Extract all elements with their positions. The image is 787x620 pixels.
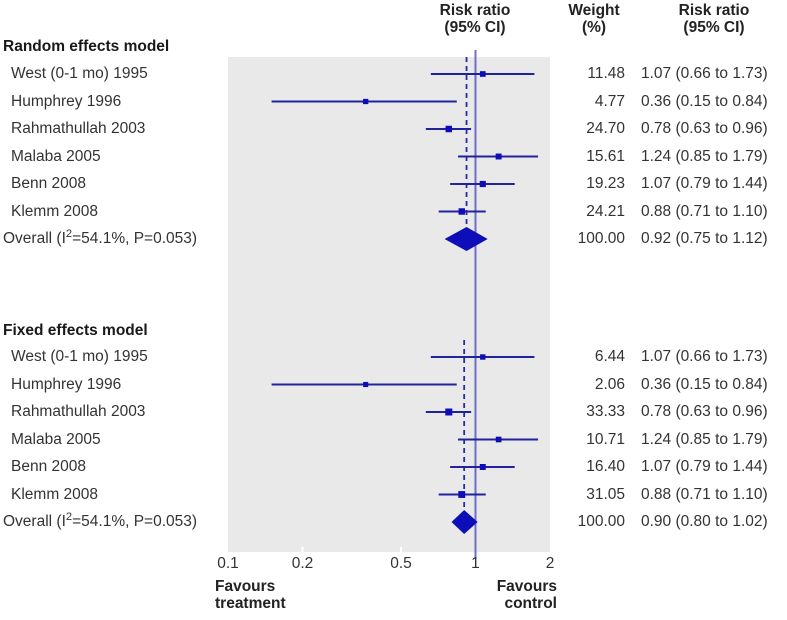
estimate-value: 0.78 (0.63 to 0.96)	[641, 120, 768, 137]
estimate-value: 1.24 (0.85 to 1.79)	[641, 430, 768, 448]
estimate-value: 1.07 (0.66 to 1.73)	[641, 348, 768, 365]
point-estimate-square	[479, 180, 486, 188]
point-estimate-square	[458, 208, 465, 215]
study-label: Rahmathullah 2003	[11, 403, 146, 420]
weight-value: 6.44	[594, 348, 625, 365]
estimate-value: 0.36 (0.15 to 0.84)	[641, 92, 768, 110]
section-title: Fixed effects model	[3, 322, 148, 339]
weight-value: 31.05	[586, 485, 625, 503]
study-label: Humphrey 1996	[11, 92, 122, 110]
overall-diamond	[444, 227, 488, 251]
study-label: Benn 2008	[11, 175, 86, 192]
study-label: Klemm 2008	[11, 485, 99, 503]
estimate-value: 1.24 (0.85 to 1.79)	[641, 147, 768, 165]
favours-control-label: Favours control	[496, 578, 557, 612]
point-estimate-square	[445, 125, 453, 133]
point-estimate-square	[363, 381, 369, 388]
weight-value: 11.48	[587, 65, 625, 82]
overall-weight-value: 100.00	[577, 230, 625, 247]
column-header-risk-ratio-plot: Risk ratio (95% CI)	[439, 2, 511, 36]
estimate-value: 1.07 (0.79 to 1.44)	[641, 458, 768, 475]
point-estimate-square	[479, 71, 486, 77]
point-estimate-square	[495, 436, 502, 443]
overall-estimate-value: 0.90 (0.80 to 1.02)	[641, 513, 768, 530]
study-label: Humphrey 1996	[11, 375, 122, 393]
section-title: Random effects model	[3, 37, 170, 55]
estimate-value: 1.07 (0.66 to 1.73)	[641, 65, 768, 82]
column-header-risk-ratio-values: Risk ratio (95% CI)	[678, 2, 750, 36]
study-label: West (0-1 mo) 1995	[11, 65, 148, 82]
weight-value: 4.77	[594, 92, 625, 110]
point-estimate-square	[479, 464, 486, 470]
weight-value: 24.70	[586, 120, 625, 137]
axis-tick-label: 0.1	[217, 555, 239, 572]
estimate-value: 0.78 (0.63 to 0.96)	[641, 403, 768, 420]
point-estimate-square	[363, 98, 369, 105]
weight-value: 2.06	[594, 375, 625, 393]
point-estimate-square	[458, 491, 466, 498]
estimate-value: 0.88 (0.71 to 1.10)	[641, 485, 768, 503]
overall-label: Overall (I2=54.1%, P=0.053)	[3, 510, 198, 530]
study-label: Malaba 2005	[11, 147, 101, 165]
column-header-weight: Weight (%)	[568, 2, 620, 36]
plot-panel	[228, 57, 550, 552]
overall-label: Overall (I2=54.1%, P=0.053)	[3, 227, 198, 247]
point-estimate-square	[480, 354, 486, 360]
point-estimate-square	[495, 153, 502, 160]
weight-value: 16.40	[586, 458, 625, 475]
study-label: West (0-1 mo) 1995	[11, 348, 148, 365]
estimate-value: 0.36 (0.15 to 0.84)	[641, 375, 768, 393]
weight-value: 19.23	[586, 175, 625, 192]
study-label: Malaba 2005	[11, 430, 101, 448]
favours-treatment-label: Favours treatment	[215, 578, 286, 612]
axis-tick-label: 2	[545, 555, 555, 572]
overall-estimate-value: 0.92 (0.75 to 1.12)	[641, 230, 768, 247]
estimate-value: 1.07 (0.79 to 1.44)	[641, 175, 768, 192]
weight-value: 10.71	[586, 430, 625, 448]
overall-diamond	[451, 510, 478, 534]
axis-tick-label: 1	[471, 555, 480, 572]
estimate-value: 0.88 (0.71 to 1.10)	[641, 202, 768, 220]
study-label: Rahmathullah 2003	[11, 120, 146, 137]
axis-tick-label: 0.5	[390, 555, 412, 572]
weight-value: 33.33	[586, 403, 625, 420]
point-estimate-square	[445, 408, 453, 416]
study-label: Benn 2008	[11, 458, 86, 475]
weight-value: 24.21	[586, 202, 625, 220]
weight-value: 15.61	[586, 147, 625, 165]
overall-weight-value: 100.00	[577, 513, 625, 530]
study-label: Klemm 2008	[11, 202, 99, 220]
axis-tick-label: 0.2	[291, 555, 314, 572]
